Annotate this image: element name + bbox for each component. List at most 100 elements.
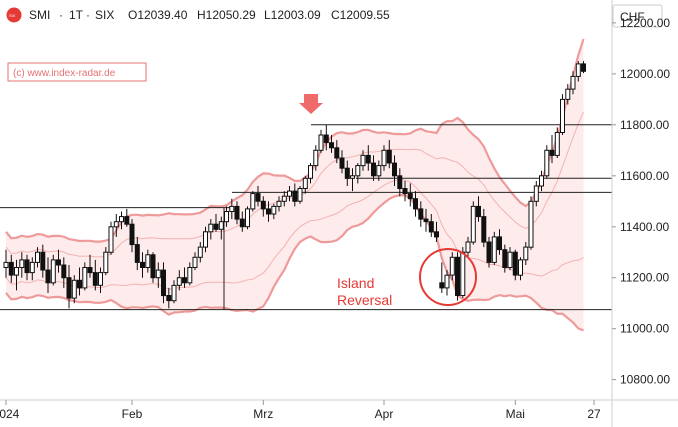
candle-body xyxy=(512,251,518,276)
candle-body xyxy=(98,272,103,286)
candle-body xyxy=(549,149,555,156)
candle xyxy=(428,214,434,237)
candle-body xyxy=(197,246,203,258)
open-value: O12039.40 xyxy=(128,8,188,22)
header-sep-1: · xyxy=(59,8,63,22)
candle-body xyxy=(182,277,187,284)
candle-body xyxy=(134,244,140,263)
candle-body xyxy=(350,175,355,179)
candle xyxy=(271,203,277,220)
candle-body xyxy=(40,251,46,271)
candle-body xyxy=(229,205,235,212)
candle-body xyxy=(476,205,481,218)
candle xyxy=(329,135,334,153)
candle xyxy=(155,262,161,288)
candle-body xyxy=(418,208,424,220)
candle xyxy=(407,183,413,207)
candle-body xyxy=(570,75,576,90)
candle-body xyxy=(161,269,166,297)
currency-label: CHF xyxy=(620,10,645,24)
candle-body xyxy=(523,246,529,261)
candle xyxy=(197,242,203,263)
candle-body xyxy=(392,162,397,177)
time-axis[interactable]: 2024 Feb Mrz Apr Mai 27 xyxy=(0,400,601,421)
candle-body xyxy=(497,236,502,251)
candle-body xyxy=(166,295,172,302)
candle xyxy=(413,191,418,217)
candle xyxy=(40,244,46,278)
candle-body xyxy=(124,216,130,225)
candle-body xyxy=(155,269,161,279)
candle xyxy=(3,249,9,278)
candle xyxy=(145,249,151,273)
candle-body xyxy=(554,132,560,156)
candle-body xyxy=(444,274,450,289)
low-value: L12003.09 xyxy=(264,8,321,22)
candle xyxy=(176,270,182,291)
high-value: H12050.29 xyxy=(197,8,256,22)
candle xyxy=(355,163,361,184)
candle xyxy=(108,221,114,255)
candle xyxy=(423,208,429,232)
candle xyxy=(124,208,130,227)
candle-body xyxy=(150,254,156,279)
candle xyxy=(365,145,371,171)
candle-body xyxy=(77,279,82,289)
watermark-text: (c) www.index-radar.de xyxy=(13,68,116,79)
candle xyxy=(129,219,135,253)
candle xyxy=(518,257,523,281)
x-tick-label: 2024 xyxy=(0,407,20,421)
x-tick-label: 27 xyxy=(587,407,601,421)
candle xyxy=(502,244,508,273)
symbol-label[interactable]: SMI xyxy=(29,8,50,22)
candle-body xyxy=(344,167,350,179)
candle-body xyxy=(518,259,523,276)
currency-button[interactable] xyxy=(612,4,663,28)
watermark-box xyxy=(7,62,147,82)
candle xyxy=(234,201,240,225)
lower-band-line xyxy=(5,194,584,332)
candle xyxy=(71,275,77,304)
candle-body xyxy=(176,277,182,286)
candle xyxy=(19,252,25,278)
upper-band-line xyxy=(5,38,585,243)
x-tick-label: Feb xyxy=(122,407,143,421)
candle xyxy=(8,254,14,283)
candle xyxy=(98,267,103,293)
candle-body xyxy=(266,208,271,215)
candle xyxy=(381,145,387,171)
candle-body xyxy=(323,134,329,144)
candle-body xyxy=(292,190,298,202)
candle xyxy=(560,94,565,135)
candle xyxy=(512,249,518,281)
candle-body xyxy=(297,188,303,202)
candle xyxy=(386,140,392,169)
candle-body xyxy=(19,259,25,268)
candle-body xyxy=(145,254,151,269)
candle-body xyxy=(533,185,539,202)
candle-body xyxy=(87,267,93,274)
exchange-label: SIX xyxy=(95,8,114,22)
candle xyxy=(481,208,487,248)
candle-body xyxy=(491,236,497,263)
price-axis[interactable]: 12200.00 12000.00 11800.00 11600.00 11400.00… xyxy=(612,16,670,387)
interval-label[interactable]: 1T xyxy=(69,8,84,22)
candle-body xyxy=(339,157,345,169)
candle xyxy=(35,247,40,268)
candle-body xyxy=(313,149,319,167)
candle xyxy=(250,191,256,212)
candle-body xyxy=(56,259,61,266)
candle xyxy=(24,254,30,281)
candle xyxy=(323,124,329,151)
candle-body xyxy=(71,279,77,299)
candle xyxy=(77,267,82,296)
x-tick-label: Mai xyxy=(506,407,525,421)
candle-body xyxy=(103,251,109,274)
candle xyxy=(418,201,424,227)
candle-body xyxy=(281,195,287,202)
candle-body xyxy=(481,216,487,243)
candle-body xyxy=(381,149,387,167)
candle xyxy=(292,183,298,207)
candle-body xyxy=(360,154,366,167)
